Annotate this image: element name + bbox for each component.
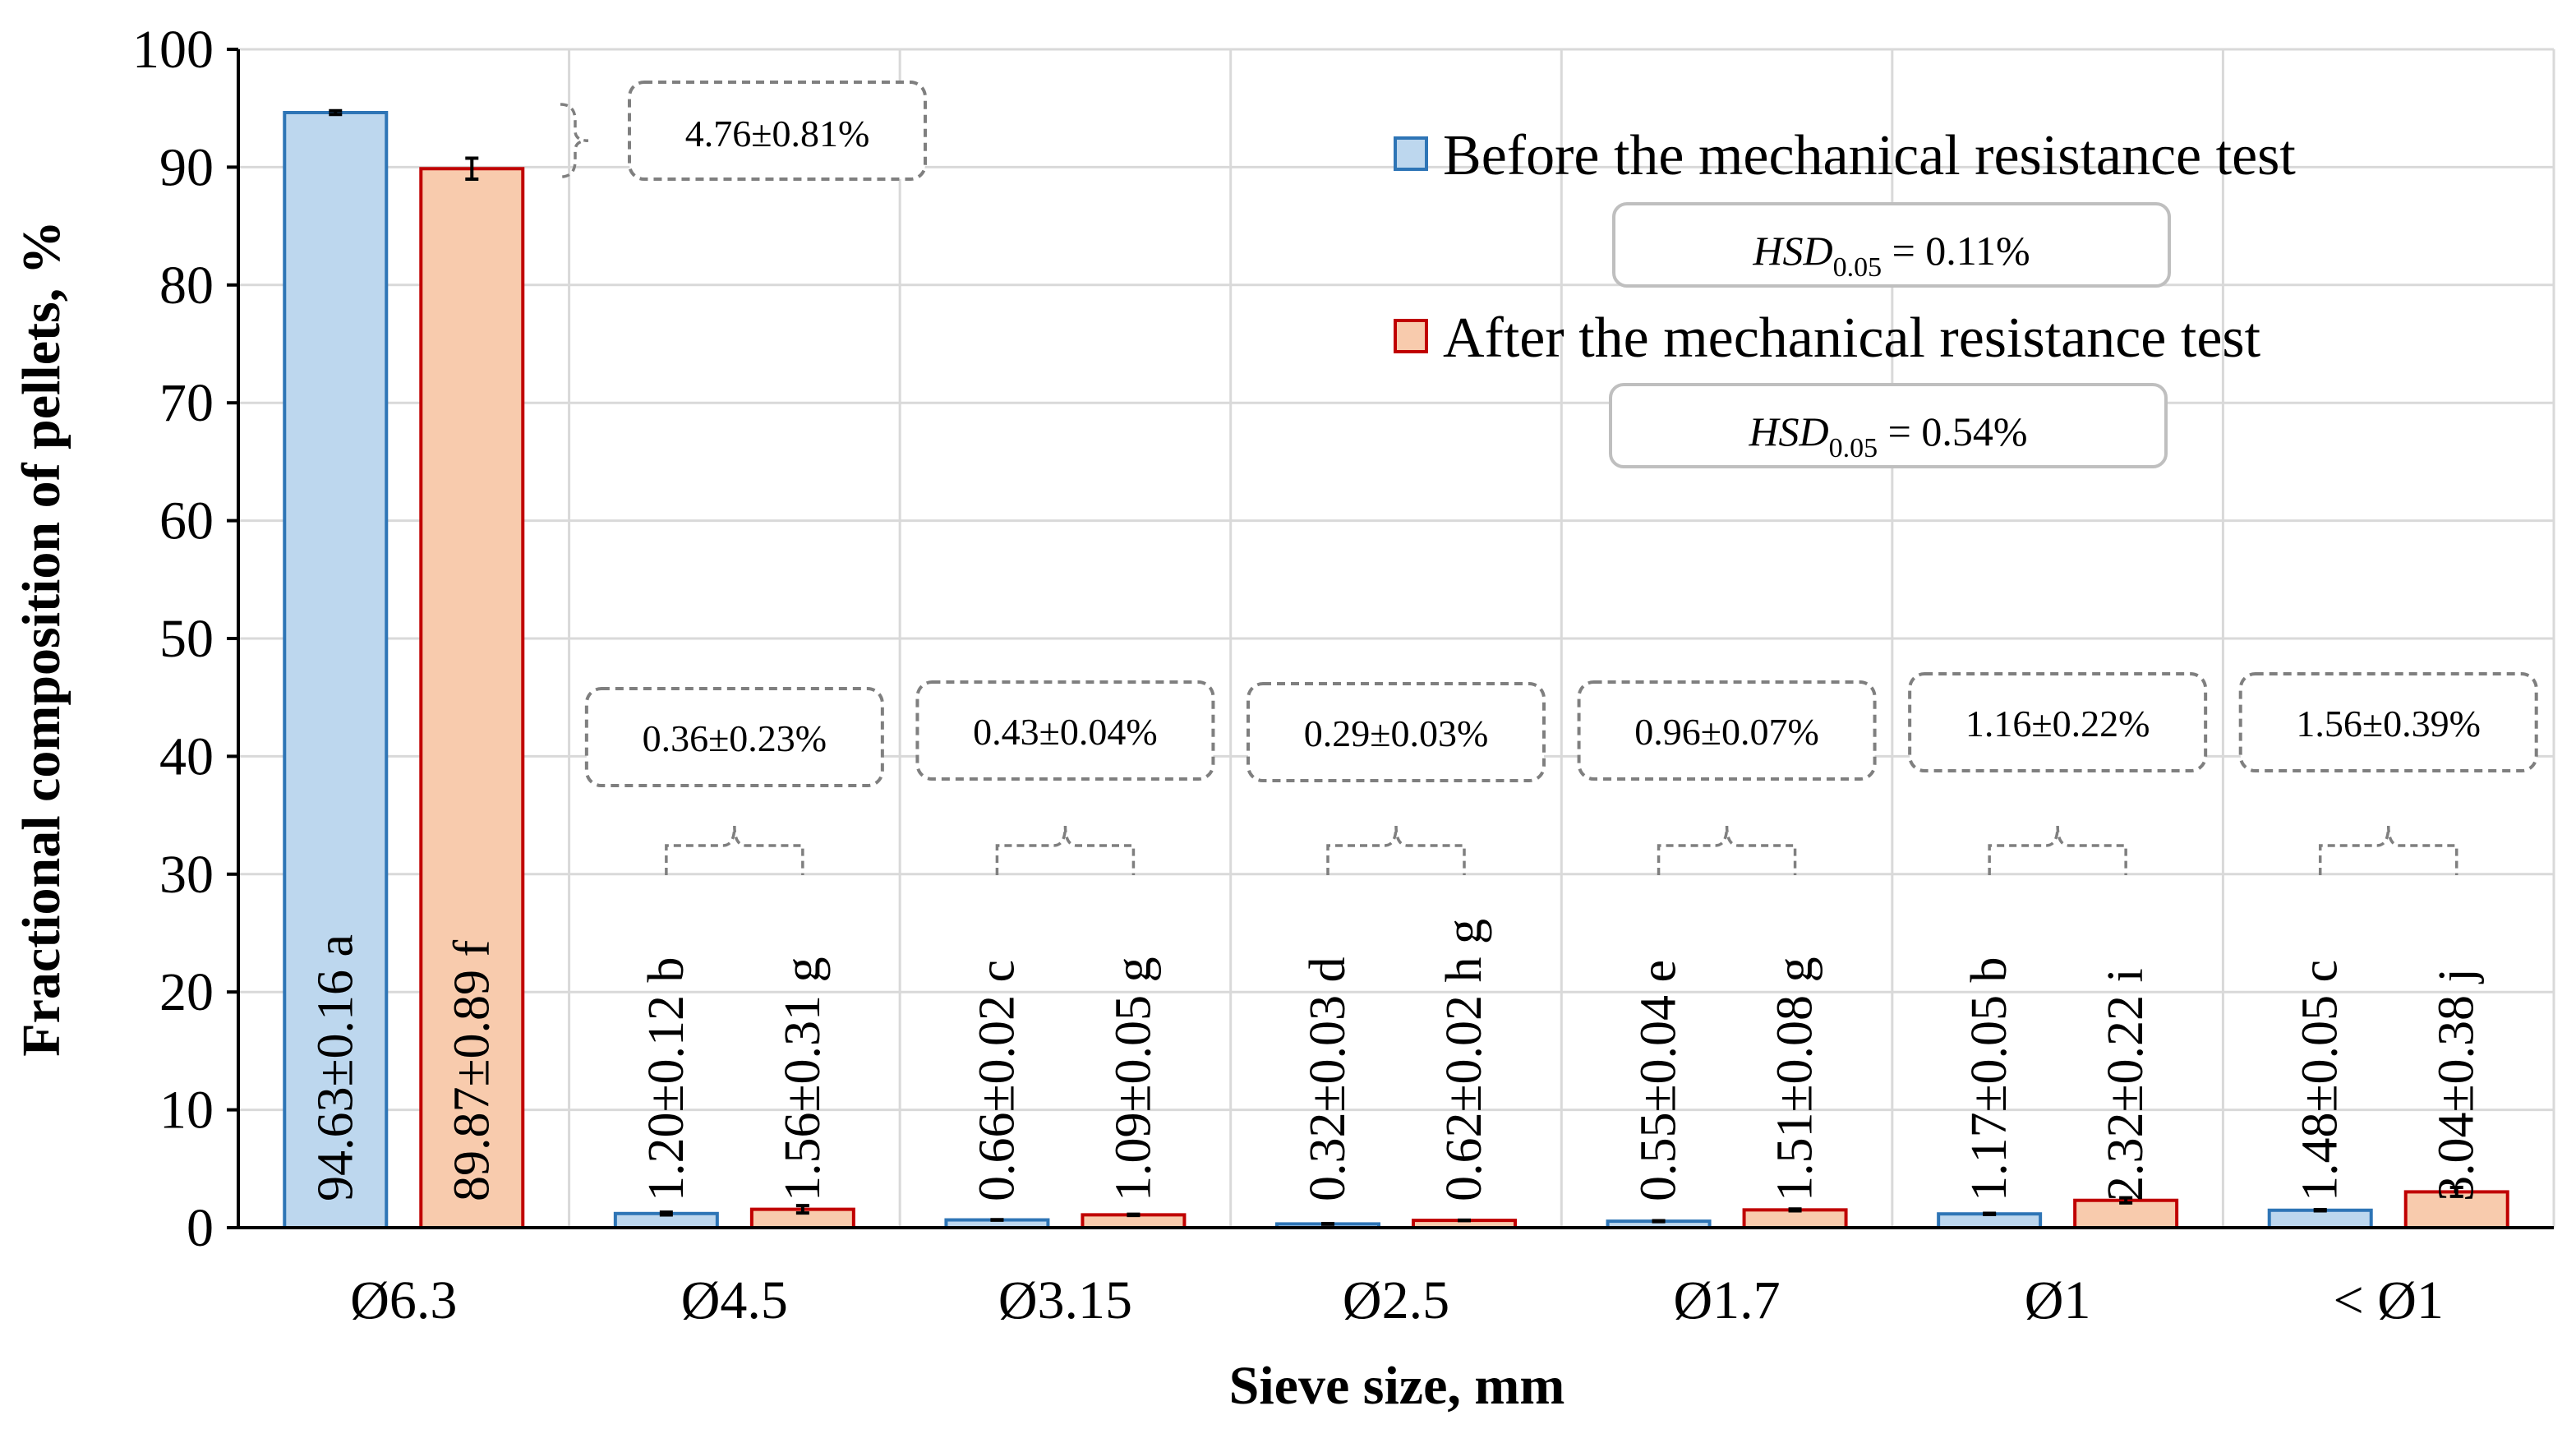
y-tick-label: 30	[159, 845, 214, 905]
difference-bracket	[1988, 825, 2127, 875]
y-tick-label: 0	[187, 1198, 214, 1258]
gridlines	[238, 48, 2555, 1228]
difference-box	[915, 680, 1215, 781]
legend-label-before: Before the mechanical resistance test	[1443, 124, 2296, 187]
y-tick-label: 90	[159, 137, 214, 197]
difference-bracket	[560, 103, 589, 179]
y-axis-title: Fractional composition of pellets, %	[12, 220, 71, 1056]
hsd-box-after	[1609, 383, 2168, 468]
y-tick-label: 20	[159, 962, 214, 1022]
y-tick-label: 10	[159, 1081, 214, 1141]
difference-label: 1.56±0.39%	[2296, 703, 2481, 744]
x-tick-label: Ø1.7	[1673, 1270, 1780, 1330]
x-tick-label: Ø1	[2025, 1270, 2091, 1330]
difference-label: 0.29±0.03%	[1304, 712, 1489, 754]
difference-label: 1.16±0.22%	[1965, 703, 2150, 744]
difference-box	[2238, 672, 2538, 772]
difference-box	[1577, 680, 1877, 781]
difference-label: 4.76±0.81%	[685, 113, 870, 154]
value-label-after: 1.51±0.08 g	[1767, 957, 1823, 1201]
y-tick-label: 60	[159, 491, 214, 551]
value-label-after: 1.09±0.05 g	[1105, 957, 1161, 1201]
x-tick-label: Ø4.5	[681, 1270, 788, 1330]
difference-label: 0.43±0.04%	[973, 711, 1158, 753]
difference-bracket	[2318, 825, 2458, 875]
value-label-before: 94.63±0.16 a	[307, 934, 363, 1201]
x-axis-title: Sieve size, mm	[1229, 1356, 1565, 1416]
legend-label-after: After the mechanical resistance test	[1443, 307, 2261, 370]
value-label-after: 0.62±0.02 h g	[1436, 919, 1492, 1201]
hsd-box-before	[1612, 202, 2171, 288]
value-labels: 94.63±0.16 a 1.20±0.12 b 0.66±0.02 c 0.32±0…	[307, 919, 2484, 1201]
difference-box	[1247, 682, 1546, 782]
axes: 0 10 20 30 40 50 60 70 80 90 100 Ø6.3 Ø4.5 Ø3.15 Ø2.5 Ø…	[132, 20, 2554, 1330]
value-label-before: 1.17±0.05 b	[1961, 957, 2017, 1201]
bar-after	[419, 167, 525, 1230]
x-tick-label: Ø2.5	[1343, 1270, 1449, 1330]
difference-bracket	[995, 825, 1136, 875]
x-tick-label: < Ø1	[2334, 1270, 2444, 1330]
bar-before	[283, 111, 389, 1229]
difference-bracket	[665, 825, 804, 875]
value-label-after: 1.56±0.31 g	[775, 957, 831, 1201]
difference-annotations: 4.76±0.81% 0.36±0.23% 0.43±0.04% 0.29±0.03%…	[560, 81, 2538, 875]
legend-swatch-before	[1394, 136, 1428, 171]
difference-bracket	[1657, 825, 1797, 875]
y-tick-label: 50	[159, 609, 214, 669]
difference-box	[1908, 672, 2208, 772]
difference-label: 0.36±0.23%	[643, 717, 827, 759]
bar-before	[2267, 1208, 2373, 1230]
x-tick-label: Ø3.15	[998, 1270, 1132, 1330]
bar-after	[1742, 1208, 1848, 1229]
y-tick-label: 80	[159, 256, 214, 316]
legend: Before the mechanical resistance test HS…	[1394, 124, 2296, 468]
difference-box	[584, 687, 884, 787]
difference-bracket	[1326, 825, 1466, 875]
x-tick-label: Ø6.3	[350, 1270, 457, 1330]
value-label-before: 0.32±0.03 d	[1300, 957, 1356, 1201]
bars	[283, 108, 2509, 1230]
difference-box	[628, 81, 927, 181]
value-label-after: 3.04±0.38 j	[2429, 968, 2485, 1201]
legend-swatch-after	[1394, 319, 1428, 353]
value-label-before: 0.66±0.02 c	[969, 960, 1025, 1201]
difference-label: 0.96±0.07%	[1634, 711, 1819, 753]
hsd-label-before: HSD0.05 = 0.11%	[1752, 228, 2030, 283]
y-tick-label: 40	[159, 726, 214, 786]
value-label-after: 89.87±0.89 f	[444, 939, 500, 1201]
hsd-label-after: HSD0.05 = 0.54%	[1748, 408, 2027, 463]
value-label-before: 0.55±0.04 e	[1631, 960, 1687, 1201]
value-label-before: 1.48±0.05 c	[2293, 960, 2348, 1201]
value-label-before: 1.20±0.12 b	[638, 957, 694, 1201]
y-tick-label: 100	[132, 20, 214, 80]
value-label-after: 2.32±0.22 i	[2098, 968, 2154, 1201]
y-tick-label: 70	[159, 373, 214, 433]
